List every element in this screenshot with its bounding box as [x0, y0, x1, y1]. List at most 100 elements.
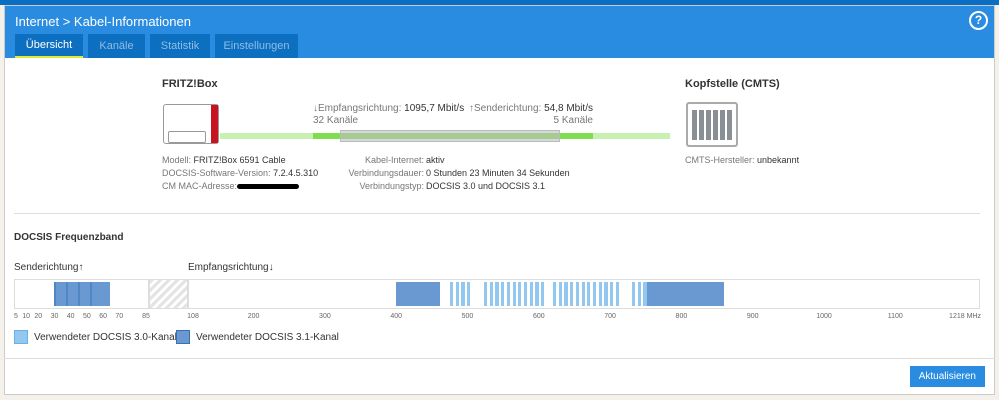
up-tick-label: 20 [34, 313, 43, 320]
breadcrumb: Internet > Kabel-Informationen [15, 14, 191, 29]
downstream-ofdm-channel [396, 282, 440, 306]
downstream-sc-qam-channel [570, 282, 574, 306]
legend-swatch-30 [14, 330, 28, 344]
up-tick-label: 70 [115, 313, 124, 320]
legend-swatch-31 [176, 330, 190, 344]
main-window: Internet > Kabel-Informationen ? Übersic… [4, 5, 995, 395]
downstream-sc-qam-channel [484, 282, 488, 306]
downstream-sc-qam-channel [489, 282, 493, 306]
tab-overview[interactable]: Übersicht [15, 34, 83, 58]
downstream-sc-qam-channel [506, 282, 511, 306]
mac-redacted [237, 184, 300, 190]
header: Internet > Kabel-Informationen ? Übersic… [5, 6, 994, 58]
downstream-sc-qam-channel [518, 282, 522, 306]
downstream-sc-qam-channel [495, 282, 499, 306]
down-tick-label: 400 [390, 313, 403, 320]
downstream-sc-qam-channel [581, 282, 585, 306]
upstream-channel-divider [54, 282, 56, 306]
downstream-sc-qam-channel [610, 282, 614, 306]
tab-channels[interactable]: Kanäle [88, 34, 145, 58]
cable-bundle [340, 130, 560, 142]
down-tick-label: 300 [319, 313, 331, 320]
downstream-sc-qam-channel [564, 282, 568, 306]
up-rate: 54,8 Mbit/s [544, 103, 593, 114]
downstream-sc-qam-channel [523, 282, 528, 306]
model: FRITZ!Box 6591 Cable [193, 155, 286, 165]
downstream-sc-qam-channel [637, 282, 641, 306]
up-tick-label: 60 [99, 313, 107, 320]
duration-label: Verbindungsdauer: [348, 168, 424, 178]
downstream-sc-qam-channel [467, 282, 471, 306]
fritzbox-icon [163, 104, 219, 144]
upstream-channel-divider [90, 282, 92, 306]
down-tick-label: 108 [187, 313, 199, 320]
downstream-sc-qam-channel [541, 282, 545, 306]
down-tick-label: 200 [247, 313, 260, 320]
downstream-sc-qam-channel [501, 282, 505, 306]
downstream-sc-qam-channel [535, 282, 539, 306]
unused-band [149, 279, 188, 309]
down-tick-label: 800 [675, 313, 688, 320]
downstream-sc-qam-channel [598, 282, 602, 306]
up-channels: 5 Kanäle [553, 115, 593, 126]
cable-status: aktiv [426, 155, 445, 165]
up-band-title: Senderichtung↑ [14, 262, 84, 273]
up-tick-label: 10 [22, 313, 30, 320]
type-label: Verbindungstyp: [359, 181, 424, 191]
up-label: ↑Senderichtung: [469, 103, 542, 114]
device-title: FRITZ!Box [162, 78, 218, 90]
down-tick-label: 500 [461, 313, 474, 320]
up-tick-label: 50 [82, 313, 91, 320]
downstream-sc-qam-channel [587, 282, 591, 306]
downstream-sc-qam-channel [643, 282, 647, 306]
upstream-channel-divider [78, 282, 80, 306]
downstream-sc-qam-channel [592, 282, 597, 306]
cable-label: Kabel-Internet: [364, 155, 424, 165]
down-tick-label: 600 [532, 313, 545, 320]
tab-settings[interactable]: Einstellungen [215, 34, 298, 58]
downstream-sc-qam-channel [529, 282, 533, 306]
down-tick-label: 900 [746, 313, 759, 320]
down-tick-label: 1000 [816, 313, 832, 320]
down-channels: 32 Kanäle [313, 115, 359, 126]
downstream-sc-qam-channel [450, 282, 454, 306]
up-tick-label: 30 [50, 313, 59, 320]
down-rate: 1095,7 Mbit/s [404, 103, 465, 114]
downstream-sc-qam-channel [553, 282, 557, 306]
downstream-ofdm-channel [647, 282, 724, 306]
tab-statistics[interactable]: Statistik [150, 34, 210, 58]
up-tick-label: 5 [14, 313, 18, 320]
divider [14, 213, 980, 214]
downstream-sc-qam-channel [558, 282, 562, 306]
help-icon[interactable]: ? [969, 11, 988, 30]
downstream-sc-qam-channel [632, 282, 636, 306]
sw-version: 7.2.4.5.310 [273, 168, 319, 178]
down-band-title: Empfangsrichtung↓ [188, 262, 274, 273]
downstream-sc-qam-channel [512, 282, 516, 306]
connection-type: DOCSIS 3.0 und DOCSIS 3.1 [426, 181, 546, 191]
legend-31: Verwendeter DOCSIS 3.1-Kanal [196, 331, 339, 343]
refresh-button[interactable]: Aktualisieren [909, 366, 985, 387]
legend-30: Verwendeter DOCSIS 3.0-Kanal [34, 331, 177, 343]
downstream-sc-qam-channel [461, 282, 465, 306]
cmts-title: Kopfstelle (CMTS) [685, 78, 780, 90]
duration: 0 Stunden 23 Minuten 34 Sekunden [426, 168, 570, 178]
upstream-channel-divider [66, 282, 68, 306]
downstream-sc-qam-channel [615, 282, 619, 306]
down-tick-label: 1100 [887, 313, 903, 320]
cmts-icon [686, 102, 738, 147]
mac-label: CM MAC-Adresse: [162, 181, 238, 191]
cmts-vendor: unbekannt [757, 155, 800, 165]
up-tick-label: 40 [66, 313, 75, 320]
sw-label: DOCSIS-Software-Version: [162, 168, 271, 178]
down-tick-label: 700 [604, 313, 616, 320]
downstream-band [188, 279, 980, 309]
down-tick-label: 1218 MHz [949, 313, 981, 320]
top-bar [0, 0, 999, 5]
upstream-band [14, 279, 149, 309]
downstream-sc-qam-channel [604, 282, 608, 306]
down-label: ↓Empfangsrichtung: [313, 103, 402, 114]
up-tick-label: 85 [142, 313, 150, 320]
upstream-ofdma-channel [54, 282, 110, 306]
footer-divider [4, 358, 995, 359]
